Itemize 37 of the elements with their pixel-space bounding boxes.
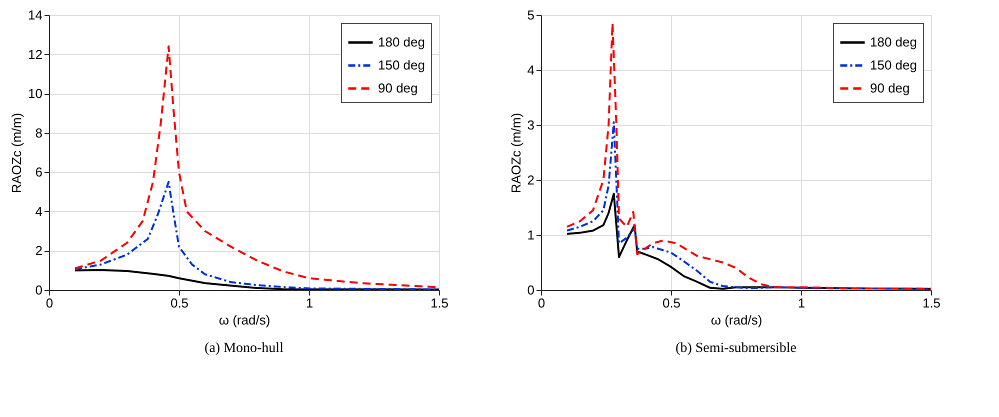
y-tick-label: 12 [28,46,42,62]
x-axis-title: ω (rad/s) [218,312,270,328]
y-tick-label: 0 [35,282,42,298]
text: (a) Mono-hull [204,341,284,356]
legend-label: 90 deg [870,80,910,96]
y-tick-label: 1 [527,228,534,242]
y-axis-title: RAOZc (m/m) [9,112,24,194]
y-tick-label: 3 [527,118,534,132]
y-tick-label: 10 [28,86,42,102]
x-tick-label: 1.5 [922,296,941,310]
line-series [74,268,439,290]
x-tick-label: 1 [306,296,314,310]
line-series [566,22,931,290]
legend-label: 150 deg [870,58,917,72]
x-tick-label: 0 [538,296,546,310]
x-tick-label: 1.5 [430,296,449,310]
x-axis-title: ω (rad/s) [710,312,762,328]
line-series [74,180,439,290]
legend-label: 180 deg [870,34,917,50]
y-tick-label: 4 [527,62,534,78]
x-tick-label: 1 [798,296,806,310]
y-tick-label: 5 [527,8,534,22]
x-tick-label: 0 [46,296,54,310]
legend-label: 150 deg [378,58,425,72]
legend-label: 90 deg [378,80,418,96]
y-tick-label: 14 [28,8,42,22]
y-tick-label: 2 [527,172,534,188]
text: (b) Semi-submersible [676,341,796,356]
legend-label: 180 deg [378,34,425,50]
x-tick-label: 0.5 [170,296,189,310]
y-tick-label: 4 [35,204,42,219]
y-tick-label: 2 [35,243,42,258]
y-tick-label: 0 [527,282,534,298]
y-tick-label: 8 [35,125,42,140]
y-axis-title: RAOZc (m/m) [508,112,524,194]
y-tick-label: 6 [35,164,42,180]
x-tick-label: 0.5 [662,296,681,310]
